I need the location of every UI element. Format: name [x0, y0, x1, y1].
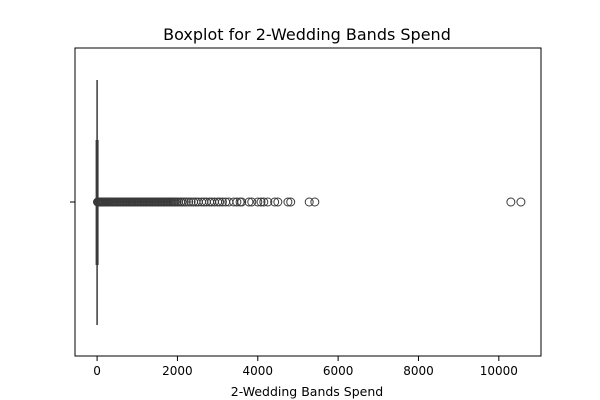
- outlier-point: [506, 197, 516, 207]
- x-axis-label: 2-Wedding Bands Spend: [231, 384, 383, 399]
- outlier-point: [237, 197, 247, 207]
- chart-title: Boxplot for 2-Wedding Bands Spend: [163, 25, 451, 44]
- outlier-point: [286, 197, 296, 207]
- x-tick-label: 6000: [323, 364, 354, 378]
- outlier-point: [244, 197, 254, 207]
- outlier-point: [217, 197, 227, 207]
- outlier-point: [273, 197, 283, 207]
- outlier-point: [247, 197, 257, 207]
- outlier-point: [181, 197, 191, 207]
- x-tick-label: 8000: [403, 364, 434, 378]
- outlier-point: [186, 197, 196, 207]
- x-tick-label: 2000: [162, 364, 193, 378]
- x-axis-ticks: 0 2000 4000 6000 8000 10000: [93, 356, 518, 378]
- outlier-point: [232, 197, 242, 207]
- outlier-point: [304, 197, 314, 207]
- outlier-point: [283, 197, 293, 207]
- outlier-point: [215, 197, 225, 207]
- x-tick-label: 4000: [243, 364, 274, 378]
- x-tick-label: 0: [93, 364, 101, 378]
- outlier-point: [310, 197, 320, 207]
- outlier-point: [253, 197, 263, 207]
- outlier-point: [263, 197, 273, 207]
- outlier-point: [516, 197, 526, 207]
- x-tick-label: 10000: [480, 364, 518, 378]
- outlier-point: [184, 197, 194, 207]
- outlier-point: [270, 197, 280, 207]
- outlier-point: [256, 197, 266, 207]
- outlier-point: [259, 197, 269, 207]
- outlier-layer: [92, 197, 526, 207]
